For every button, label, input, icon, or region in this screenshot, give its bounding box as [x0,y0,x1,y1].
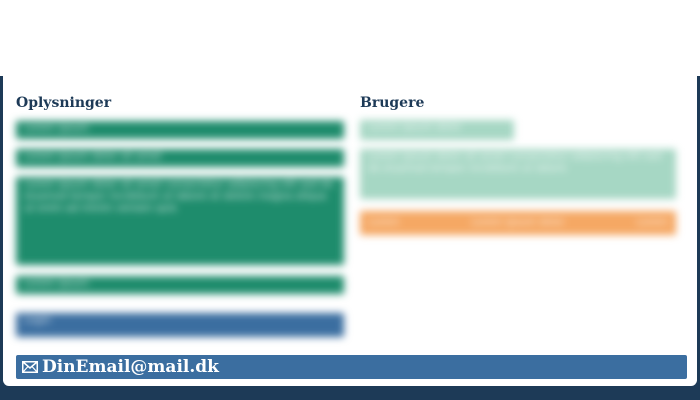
info-section-title: Oplysninger [16,95,112,111]
info-text-block: Lorem ipsum dolor sit amet consectetur a… [16,177,344,265]
info-row-2: Lorem ipsum dolor sit amet [16,149,344,167]
info-row-4: Lorem ipsum [16,276,344,294]
envelope-icon [22,361,38,373]
users-action-left: Lorem [368,217,400,228]
info-row-1: Lorem ipsum [16,121,344,139]
users-section-title: Brugere [360,95,425,111]
users-action-right: Lorem [636,217,668,228]
login-button[interactable]: Login [16,313,344,337]
users-text-block: Lorem ipsum dolor sit amet consectetur a… [360,149,676,199]
users-row-1: Lorem ipsum dolor [360,120,514,140]
email-link[interactable]: DinEmail@mail.dk [16,355,687,379]
users-action-mid: Lorem ipsum dolor [471,217,565,228]
email-text: DinEmail@mail.dk [42,357,219,377]
users-action-bar[interactable]: Lorem Lorem ipsum dolor Lorem [360,211,676,235]
